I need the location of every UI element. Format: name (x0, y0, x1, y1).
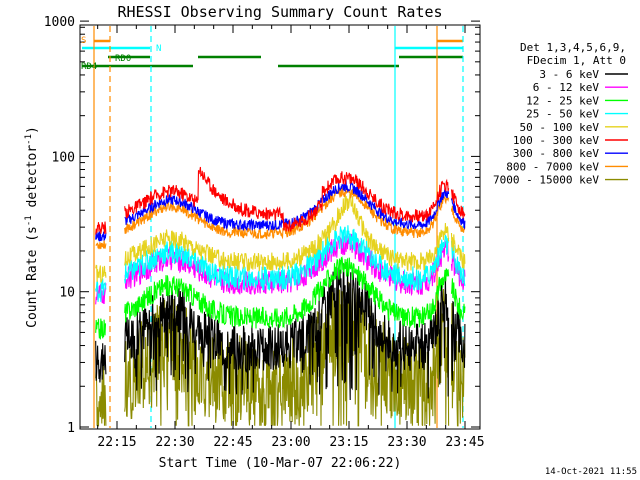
legend-entry-label: 7000 - 15000 keV (493, 174, 599, 187)
series-800-7000-kev (95, 186, 466, 250)
legend-entry-label: 12 - 25 keV (526, 94, 599, 107)
series-line (450, 278, 466, 321)
series-line (124, 186, 450, 240)
y-label-end: ) (25, 126, 40, 134)
x-tick-label: 22:30 (155, 435, 194, 450)
flag-label-s: S (81, 36, 86, 46)
series-line (95, 264, 107, 283)
series-line (95, 221, 107, 235)
x-axis-label: Start Time (10-Mar-07 22:06:22) (159, 456, 402, 471)
series-line (450, 300, 466, 381)
x-tick-label: 22:45 (213, 435, 252, 450)
series-line (95, 340, 107, 383)
series-3-6-kev (95, 263, 466, 401)
series-12-25-kev (95, 256, 466, 340)
flag-labels: S N RD0 RD4 (81, 36, 161, 72)
y-label-sup2: -1 (24, 134, 34, 145)
series-line (450, 205, 466, 233)
series-100-300-kev (95, 166, 466, 235)
series-line (124, 263, 450, 401)
x-tick-label: 22:15 (97, 435, 136, 450)
series-line (450, 197, 466, 230)
legend: Det 1,3,4,5,6,9, FDecim 1, Att 0 3 - 6 k… (493, 41, 628, 187)
series-50-100-kev (95, 192, 466, 283)
y-label-sup1: -1 (24, 215, 34, 226)
y-tick-label: 1 (67, 421, 75, 436)
y-label-base: Count Rate (s (25, 226, 40, 328)
axis-ticks: 22:15 22:30 22:45 23:00 23:15 23:30 23:45 1 10 10… (44, 15, 485, 450)
legend-entry-label: 3 - 6 keV (539, 68, 599, 81)
series-line (124, 256, 450, 329)
series-line (95, 278, 107, 302)
legend-header-2: FDecim 1, Att 0 (527, 54, 626, 67)
y-tick-label: 1000 (44, 15, 75, 30)
series-line (95, 318, 107, 340)
series-line (124, 192, 450, 273)
series-line (95, 231, 107, 243)
y-tick-label: 10 (59, 286, 75, 301)
legend-entry-label: 6 - 12 keV (533, 81, 600, 94)
x-tick-label: 23:00 (271, 435, 310, 450)
series-line (95, 363, 107, 427)
y-axis-title: Count Rate (s-1 detector-1) (24, 126, 40, 328)
legend-entry-label: 800 - 7000 keV (506, 160, 599, 173)
series-line (450, 189, 466, 219)
x-tick-label: 23:45 (445, 435, 484, 450)
x-tick-label: 23:15 (329, 435, 368, 450)
series-line (124, 166, 450, 233)
series-line (95, 239, 107, 250)
chart-title: RHESSI Observing Summary Count Rates (117, 3, 442, 21)
series-line (450, 232, 466, 269)
flag-label-n: N (156, 44, 161, 54)
series-line (450, 303, 466, 427)
footer-date: 14-Oct-2021 11:55 (545, 467, 637, 477)
legend-header-1: Det 1,3,4,5,6,9, (520, 41, 626, 54)
series-300-800-kev (95, 179, 466, 243)
flag-label-rd4: RD4 (81, 62, 97, 72)
x-axis-title: Start Time (10-Mar-07 22:06:22) (159, 456, 402, 471)
legend-entry-label: 300 - 800 keV (513, 147, 599, 160)
series-line (124, 225, 450, 292)
x-tick-label: 23:30 (387, 435, 426, 450)
flag-label-rd0: RD0 (115, 54, 131, 64)
legend-entry-label: 50 - 100 keV (520, 121, 600, 134)
y-label-mid: detector (25, 145, 40, 216)
series-line (124, 179, 450, 232)
y-tick-label: 100 (52, 150, 75, 165)
legend-entry-label: 100 - 300 keV (513, 134, 599, 147)
series-layer (95, 166, 466, 427)
y-axis-label: Count Rate (s-1 detector-1) (24, 126, 40, 328)
legend-entry-label: 25 - 50 keV (526, 108, 599, 121)
